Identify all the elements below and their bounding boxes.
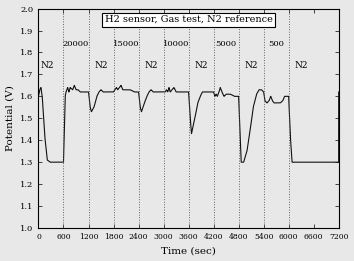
Y-axis label: Potential (V): Potential (V) <box>6 85 15 151</box>
Text: 500: 500 <box>268 40 284 48</box>
Text: 10000: 10000 <box>163 40 189 48</box>
Text: N2: N2 <box>144 61 158 70</box>
Text: N2: N2 <box>244 61 258 70</box>
Text: N2: N2 <box>194 61 208 70</box>
X-axis label: Time (sec): Time (sec) <box>161 246 216 256</box>
Text: N2: N2 <box>40 61 53 70</box>
Text: 15000: 15000 <box>113 40 139 48</box>
Text: 20000: 20000 <box>63 40 89 48</box>
Text: H2 sensor, Gas test, N2 reference: H2 sensor, Gas test, N2 reference <box>105 15 273 24</box>
Text: 5000: 5000 <box>216 40 237 48</box>
Text: N2: N2 <box>295 61 308 70</box>
Text: N2: N2 <box>94 61 108 70</box>
